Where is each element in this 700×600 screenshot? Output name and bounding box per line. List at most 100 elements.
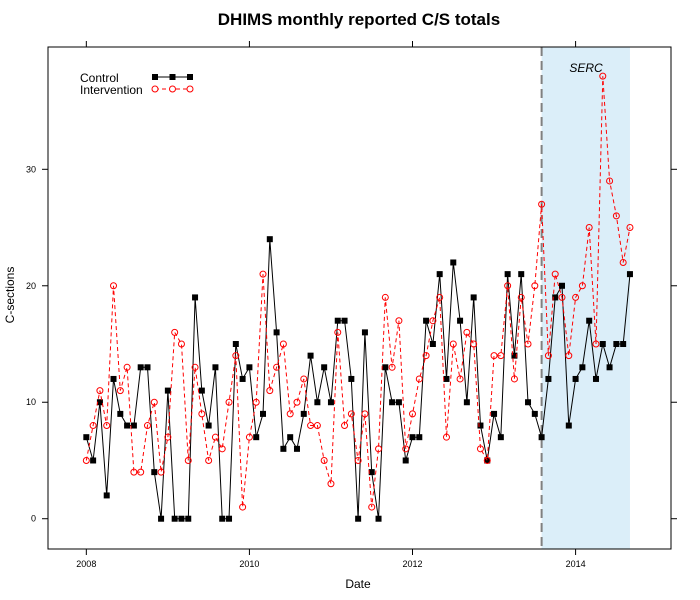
point-intervention-26 [259, 270, 267, 278]
point-control-42 [368, 469, 375, 476]
chart-title: DHIMS monthly reported C/S totals [218, 10, 500, 29]
point-control-70 [559, 282, 566, 289]
point-control-27 [266, 236, 273, 243]
point-control-23 [239, 375, 246, 382]
point-intervention-39 [347, 410, 355, 418]
point-control-5 [117, 410, 124, 417]
point-control-56 [463, 399, 470, 406]
point-control-14 [178, 515, 185, 522]
point-control-15 [185, 515, 192, 522]
point-control-44 [382, 364, 389, 371]
point-control-59 [484, 457, 491, 464]
point-intervention-67 [538, 200, 546, 208]
point-intervention-3 [103, 422, 111, 430]
point-control-1 [90, 457, 97, 464]
point-control-45 [389, 399, 396, 406]
legend-marker-intervention-2 [186, 85, 194, 93]
point-intervention-6 [123, 363, 131, 371]
point-intervention-1 [89, 422, 97, 430]
point-control-80 [626, 271, 633, 278]
point-intervention-77 [606, 177, 614, 185]
point-control-67 [538, 434, 545, 441]
point-intervention-19 [211, 433, 219, 441]
point-control-60 [491, 410, 498, 417]
point-intervention-54 [449, 340, 457, 348]
point-control-25 [253, 434, 260, 441]
point-intervention-21 [225, 398, 233, 406]
point-control-39 [348, 375, 355, 382]
point-intervention-38 [341, 422, 349, 430]
point-control-18 [205, 422, 212, 429]
legend-item-control: Control [80, 71, 193, 85]
point-control-32 [300, 410, 307, 417]
point-intervention-43 [375, 445, 383, 453]
point-control-65 [525, 399, 532, 406]
serc-label: SERC [569, 61, 603, 75]
point-intervention-28 [273, 363, 281, 371]
point-intervention-70 [558, 293, 566, 301]
point-intervention-66 [531, 282, 539, 290]
legend-marker-control-0 [152, 74, 158, 80]
point-control-69 [552, 294, 559, 301]
point-intervention-52 [436, 293, 444, 301]
legend-swatch-intervention [151, 85, 194, 93]
point-intervention-34 [313, 422, 321, 430]
point-control-20 [219, 515, 226, 522]
point-control-57 [470, 294, 477, 301]
point-control-43 [375, 515, 382, 522]
series-layer [82, 72, 634, 522]
point-control-21 [226, 515, 233, 522]
point-intervention-80 [626, 224, 634, 232]
point-intervention-17 [198, 410, 206, 418]
point-intervention-68 [544, 352, 552, 360]
point-control-37 [334, 317, 341, 324]
point-control-78 [613, 341, 620, 348]
legend-label-intervention: Intervention [80, 83, 143, 97]
point-control-4 [110, 375, 117, 382]
point-intervention-46 [395, 317, 403, 325]
point-intervention-45 [388, 363, 396, 371]
point-control-9 [144, 364, 151, 371]
point-intervention-63 [510, 375, 518, 383]
point-control-55 [457, 317, 464, 324]
point-intervention-41 [361, 410, 369, 418]
y-tick-label-10: 10 [26, 397, 36, 407]
point-intervention-31 [293, 398, 301, 406]
point-control-47 [402, 457, 409, 464]
point-intervention-37 [334, 328, 342, 336]
point-control-64 [518, 271, 525, 278]
point-intervention-56 [463, 328, 471, 336]
point-intervention-59 [483, 456, 491, 464]
legend-label-control: Control [80, 71, 119, 85]
point-intervention-62 [504, 282, 512, 290]
point-intervention-18 [205, 456, 213, 464]
point-intervention-79 [619, 258, 627, 266]
point-control-53 [443, 375, 450, 382]
point-control-22 [232, 341, 239, 348]
point-control-36 [327, 399, 334, 406]
point-intervention-10 [150, 398, 158, 406]
legend: Control Intervention [80, 71, 194, 97]
point-intervention-9 [143, 422, 151, 430]
point-control-76 [599, 341, 606, 348]
point-control-24 [246, 364, 253, 371]
point-intervention-2 [96, 387, 104, 395]
point-intervention-78 [612, 212, 620, 220]
point-control-17 [198, 387, 205, 394]
point-intervention-12 [164, 433, 172, 441]
x-tick-label-2010: 2010 [239, 559, 259, 569]
point-intervention-47 [402, 445, 410, 453]
point-control-68 [545, 375, 552, 382]
point-intervention-7 [130, 468, 138, 476]
point-control-73 [579, 364, 586, 371]
point-control-26 [260, 410, 267, 417]
point-control-34 [314, 399, 321, 406]
y-tick-label-30: 30 [26, 164, 36, 174]
line-intervention [85, 76, 631, 508]
point-control-50 [423, 317, 430, 324]
point-intervention-23 [239, 503, 247, 511]
point-control-2 [96, 399, 103, 406]
y-tick-label-0: 0 [31, 514, 36, 524]
plot-frame [47, 46, 672, 550]
point-intervention-64 [517, 293, 525, 301]
